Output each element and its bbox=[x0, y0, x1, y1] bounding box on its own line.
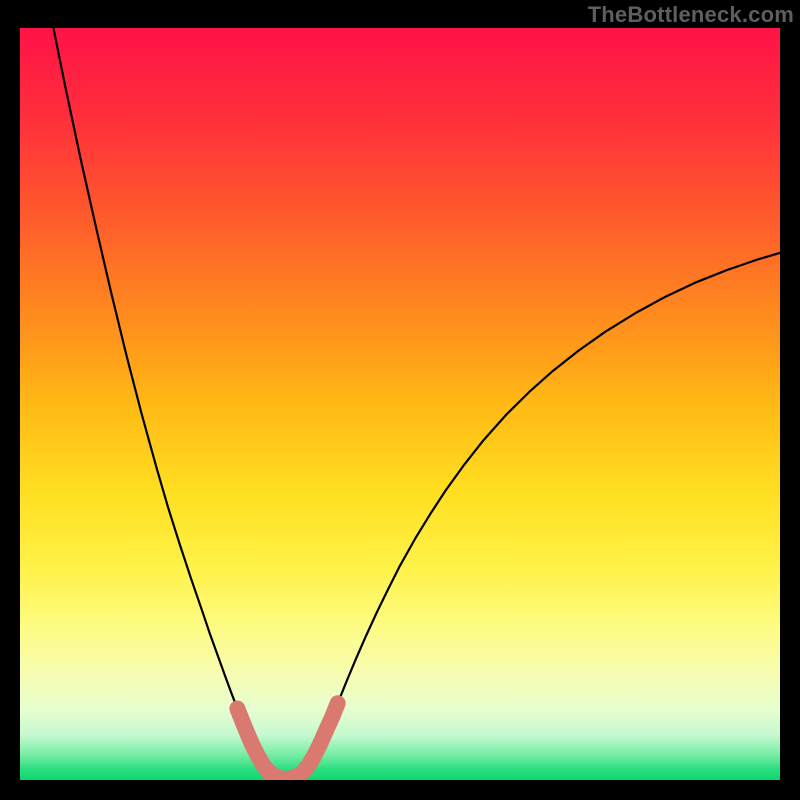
chart-svg bbox=[20, 28, 780, 780]
gradient-background bbox=[20, 28, 780, 780]
chart-frame: TheBottleneck.com bbox=[0, 0, 800, 800]
watermark-label: TheBottleneck.com bbox=[588, 2, 794, 28]
plot-area bbox=[20, 28, 780, 780]
